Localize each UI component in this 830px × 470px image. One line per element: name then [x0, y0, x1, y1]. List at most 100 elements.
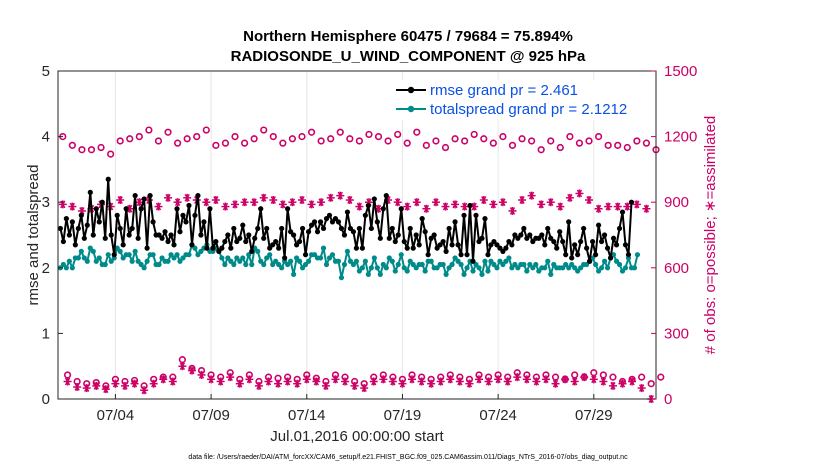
obs-assimilated-point [274, 379, 283, 388]
rmse-point [317, 219, 324, 225]
obs-assimilated-point [125, 204, 134, 213]
obs-possible-point [87, 146, 96, 154]
series-layer [57, 126, 665, 403]
obs-assimilated-point [637, 384, 646, 393]
rmse-point [195, 193, 201, 199]
totalspread-point [156, 261, 162, 268]
obs-possible-point [135, 133, 143, 141]
rmse-point [273, 238, 279, 245]
totalspread-point [461, 271, 467, 277]
rmse-point [473, 212, 479, 218]
obs-assimilated-point [269, 196, 278, 205]
obs-assimilated-point [221, 202, 230, 211]
obs-assimilated-point [302, 375, 311, 384]
totalspread-point [114, 245, 120, 251]
obs-possible-point [461, 137, 469, 145]
obs-possible-point [269, 133, 277, 141]
rmse-point [219, 245, 225, 251]
obs-assimilated-point [264, 377, 273, 386]
obs-assimilated-point [474, 375, 483, 384]
totalspread-point [479, 271, 485, 277]
rmse-point [57, 225, 63, 232]
totalspread-point [228, 258, 234, 264]
rmse-point [216, 248, 222, 254]
data-file-footer: data file: /Users/raeder/DAI/ATM_forcXX/… [188, 454, 628, 461]
obs-assimilated-point [484, 377, 493, 386]
obs-assimilated-point [178, 362, 187, 371]
obs-possible-point [638, 373, 646, 381]
totalspread-point [135, 258, 141, 264]
rmse-point [518, 232, 524, 238]
totalspread-point [165, 258, 171, 264]
obs-assimilated-point [503, 377, 512, 386]
obs-assimilated-point [570, 377, 579, 386]
obs-assimilated-point [278, 200, 287, 209]
totalspread-point [195, 252, 201, 258]
obs-assimilated-point [288, 198, 297, 207]
rmse-point [392, 238, 398, 245]
obs-assimilated-point [154, 202, 163, 211]
rmse-point [383, 193, 389, 199]
totalspread-point [60, 261, 66, 268]
rmse-point [548, 235, 554, 241]
y2-tick-label: 1200 [664, 129, 697, 146]
obs-assimilated-point [130, 379, 139, 388]
rmse-point [491, 238, 497, 245]
totalspread-point [413, 265, 419, 271]
obs-assimilated-point [451, 200, 460, 209]
totalspread-point [563, 261, 569, 268]
y2-tick-label: 1500 [664, 63, 697, 80]
legend-rmse-label: rmse grand pr = 2.461 [430, 82, 578, 99]
totalspread-point [323, 261, 330, 268]
obs-assimilated-point [312, 377, 321, 386]
rmse-point [542, 242, 548, 248]
obs-assimilated-point [231, 200, 240, 209]
totalspread-point [368, 265, 374, 271]
rmse-point [189, 242, 195, 248]
obs-possible-point [336, 128, 344, 136]
rmse-point [183, 219, 189, 225]
totalspread-point [446, 265, 452, 271]
rmse-point [509, 242, 515, 248]
rmse-point [302, 252, 309, 258]
obs-assimilated-point [101, 385, 110, 394]
obs-possible-point [212, 141, 220, 149]
obs-possible-point [327, 135, 335, 143]
totalspread-point [198, 248, 204, 254]
legend-box [392, 80, 654, 120]
rmse-point [270, 242, 276, 248]
totalspread-point [449, 261, 455, 268]
obs-possible-point [451, 135, 459, 143]
rmse-point [422, 229, 428, 235]
totalspread-point [177, 258, 183, 264]
rmse-point [329, 219, 336, 225]
totalspread-point [458, 261, 464, 268]
obs-assimilated-point [441, 202, 450, 211]
totalspread-point [338, 275, 345, 281]
rmse-point [282, 255, 288, 261]
rmse-point [141, 196, 147, 202]
totalspread-point [536, 268, 542, 274]
rmse-point [590, 238, 596, 245]
totalspread-point [102, 261, 108, 268]
obs-possible-point [240, 139, 249, 147]
totalspread-point [276, 261, 282, 268]
rmse-point [117, 225, 123, 232]
obs-assimilated-point [541, 375, 550, 384]
obs-possible-point [633, 137, 641, 145]
rmse-point [572, 242, 578, 248]
totalspread-point [485, 268, 491, 274]
rmse-point [610, 235, 617, 241]
totalspread-point [440, 261, 446, 268]
rmse-point [601, 232, 608, 238]
obs-possible-point [609, 373, 617, 381]
obs-assimilated-point [518, 196, 527, 205]
obs-possible-point [528, 137, 536, 145]
obs-possible-point [154, 137, 163, 145]
rmse-point [619, 209, 626, 215]
rmse-point [288, 229, 294, 235]
totalspread-point [150, 252, 156, 258]
obs-possible-point [470, 130, 478, 139]
totalspread-point [126, 252, 132, 258]
totalspread-point [575, 268, 581, 274]
